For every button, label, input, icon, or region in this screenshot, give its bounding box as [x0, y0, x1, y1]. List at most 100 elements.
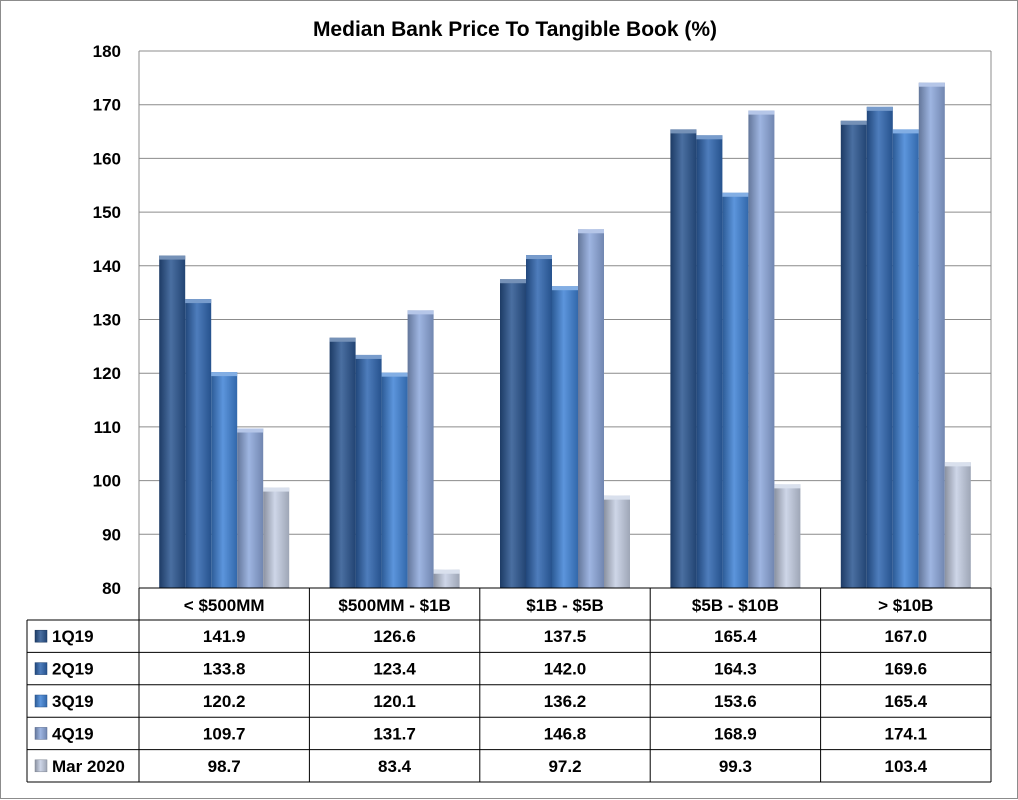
y-tick-label-80: 80 — [102, 579, 121, 598]
bar-cap-1q19-1b-5b — [500, 279, 526, 284]
y-tick-label-180: 180 — [93, 42, 121, 61]
bar-cap-3q19-500mm-1b — [381, 372, 408, 377]
bar-cap-4q19-500mm — [237, 428, 264, 433]
y-tick-label-140: 140 — [93, 257, 121, 276]
data-label-mar-2020-500mm-1b: 83.4 — [378, 757, 412, 776]
data-label-2q19-10b: 169.6 — [885, 660, 928, 679]
data-label-1q19-5b-10b: 165.4 — [714, 627, 757, 646]
data-label-1q19-1b-5b: 137.5 — [544, 627, 587, 646]
bar-4q19-10b — [918, 82, 945, 589]
data-label-2q19-1b-5b: 142.0 — [544, 660, 587, 679]
bar-4q19-5b-10b — [748, 110, 775, 589]
bar-cap-2q19-5b-10b — [696, 135, 723, 140]
data-label-1q19-500mm-1b: 126.6 — [373, 627, 416, 646]
y-tick-label-120: 120 — [93, 364, 121, 383]
data-label-2q19-5b-10b: 164.3 — [714, 660, 757, 679]
data-label-3q19-10b: 165.4 — [885, 692, 928, 711]
bar-cap-3q19-10b — [892, 129, 919, 134]
category-label-500mm-1b: $500MM - $1B — [338, 596, 450, 615]
bar-4q19-1b-5b — [578, 229, 604, 588]
bar-cap-1q19-500mm-1b — [329, 337, 356, 342]
data-label-4q19-500mm: 109.7 — [203, 724, 246, 743]
data-label-3q19-1b-5b: 136.2 — [544, 692, 587, 711]
data-label-1q19-500mm: 141.9 — [203, 627, 246, 646]
data-label-3q19-500mm-1b: 120.1 — [373, 692, 416, 711]
bar-mar-2020-500mm — [263, 487, 290, 588]
bar-cap-3q19-5b-10b — [722, 192, 749, 197]
legend-label-4q19: 4Q19 — [52, 724, 94, 743]
y-tick-label-110: 110 — [94, 418, 121, 437]
data-label-1q19-10b: 167.0 — [885, 627, 928, 646]
bar-cap-3q19-1b-5b — [552, 286, 578, 291]
bar-1q19-500mm — [159, 255, 186, 589]
bar-cap-mar-2020-5b-10b — [774, 484, 801, 489]
legend-key-2q19 — [34, 662, 48, 675]
bar-mar-2020-10b — [944, 462, 971, 588]
data-label-4q19-1b-5b: 146.8 — [544, 724, 587, 743]
bar-cap-mar-2020-1b-5b — [604, 495, 630, 500]
bar-2q19-1b-5b — [526, 255, 552, 588]
bar-4q19-500mm — [237, 428, 264, 588]
bar-cap-4q19-5b-10b — [748, 110, 775, 115]
data-label-4q19-500mm-1b: 131.7 — [373, 724, 416, 743]
data-label-mar-2020-500mm: 98.7 — [208, 757, 241, 776]
category-label-5b-10b: $5B - $10B — [692, 596, 779, 615]
bar-cap-2q19-500mm — [185, 299, 212, 304]
legend-key-1q19 — [34, 629, 48, 643]
bar-mar-2020-500mm-1b — [433, 569, 460, 588]
legend-label-3q19: 3Q19 — [52, 692, 94, 711]
data-label-mar-2020-1b-5b: 97.2 — [548, 757, 581, 776]
data-label-mar-2020-10b: 103.4 — [885, 757, 928, 776]
bar-mar-2020-5b-10b — [774, 484, 801, 588]
bar-cap-3q19-500mm — [211, 372, 238, 377]
legend-key-3q19 — [34, 694, 48, 708]
bar-cap-4q19-500mm-1b — [407, 310, 434, 315]
data-label-3q19-500mm: 120.2 — [203, 692, 246, 711]
y-tick-label-100: 100 — [93, 472, 121, 491]
bar-2q19-500mm-1b — [355, 354, 382, 588]
bar-1q19-1b-5b — [500, 279, 526, 588]
chart-title: Median Bank Price To Tangible Book (%) — [313, 18, 717, 41]
bar-cap-mar-2020-500mm — [263, 487, 290, 492]
bar-1q19-5b-10b — [670, 129, 697, 589]
legend-label-mar-2020: Mar 2020 — [52, 757, 125, 776]
y-tick-label-170: 170 — [93, 96, 121, 115]
y-axis-ticks: 80 90 100 110 120 130 140 150 160 170 180 — [93, 42, 121, 598]
legend-key-mar-2020 — [34, 759, 48, 773]
y-tick-label-150: 150 — [93, 203, 121, 222]
bar-cap-2q19-1b-5b — [526, 255, 552, 260]
bar-2q19-5b-10b — [696, 135, 723, 588]
bar-cap-1q19-10b — [840, 120, 867, 125]
bar-2q19-500mm — [185, 299, 212, 588]
bar-2q19-10b — [866, 106, 893, 589]
bar-3q19-1b-5b — [552, 286, 578, 588]
bar-3q19-500mm-1b — [381, 372, 408, 588]
bar-cap-4q19-1b-5b — [578, 229, 604, 234]
y-tick-label-160: 160 — [93, 149, 121, 168]
bar-mar-2020-1b-5b — [604, 495, 630, 588]
bar-cap-4q19-10b — [918, 82, 945, 87]
bar-cap-2q19-500mm-1b — [355, 354, 382, 359]
data-label-4q19-10b: 174.1 — [885, 724, 928, 743]
bars — [159, 82, 971, 589]
category-label-500mm: < $500MM — [184, 596, 265, 615]
bar-cap-1q19-500mm — [159, 255, 186, 260]
bar-4q19-500mm-1b — [407, 310, 434, 588]
legend-key-4q19 — [34, 727, 48, 740]
bar-1q19-10b — [840, 120, 867, 588]
y-tick-label-90: 90 — [102, 525, 121, 544]
legend-label-2q19: 2Q19 — [52, 660, 94, 679]
y-tick-label-130: 130 — [93, 311, 121, 330]
data-table: < $500MM $500MM - $1B $1B - $5B $5B - $10B >… — [26, 587, 992, 783]
bar-cap-2q19-10b — [866, 106, 893, 111]
bar-3q19-500mm — [211, 372, 238, 588]
bar-cap-mar-2020-10b — [944, 462, 971, 467]
bar-1q19-500mm-1b — [329, 337, 356, 588]
data-label-3q19-5b-10b: 153.6 — [714, 692, 757, 711]
legend-label-1q19: 1Q19 — [52, 627, 94, 646]
data-label-mar-2020-5b-10b: 99.3 — [719, 757, 752, 776]
bar-3q19-10b — [892, 129, 919, 589]
bar-3q19-5b-10b — [722, 192, 749, 588]
